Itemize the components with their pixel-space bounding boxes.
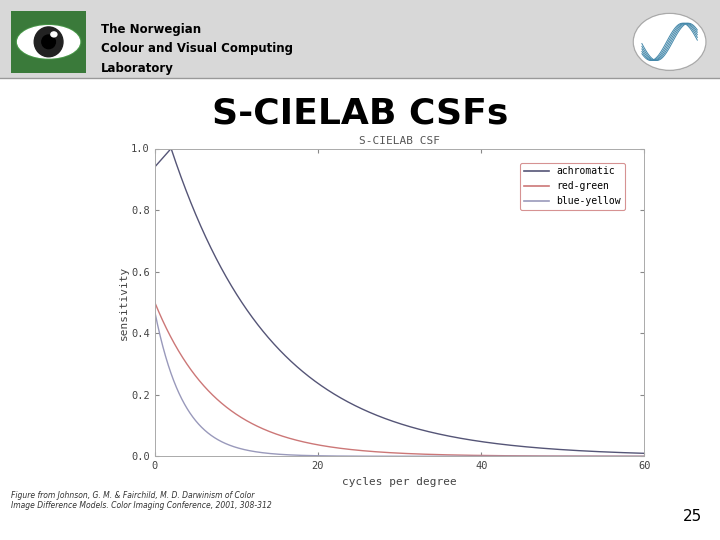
Text: The Norwegian: The Norwegian [101,23,201,36]
Text: Colour and Visual Computing: Colour and Visual Computing [101,42,293,55]
Ellipse shape [42,35,55,49]
Text: S-CIELAB CSFs: S-CIELAB CSFs [212,97,508,130]
Text: Laboratory: Laboratory [101,62,174,75]
Circle shape [633,14,706,70]
Text: Figure from Johnson, G. M. & Fairchild, M. D. Darwinism of Color
Image Differenc: Figure from Johnson, G. M. & Fairchild, … [11,491,271,510]
Ellipse shape [17,25,81,59]
X-axis label: cycles per degree: cycles per degree [342,477,457,487]
Y-axis label: sensitivity: sensitivity [118,265,128,340]
Title: S-CIELAB CSF: S-CIELAB CSF [359,136,440,146]
Ellipse shape [51,32,57,37]
Legend: achromatic, red-green, blue-yellow: achromatic, red-green, blue-yellow [521,163,625,210]
Ellipse shape [17,26,80,58]
Text: 25: 25 [683,509,702,524]
Ellipse shape [35,27,63,57]
